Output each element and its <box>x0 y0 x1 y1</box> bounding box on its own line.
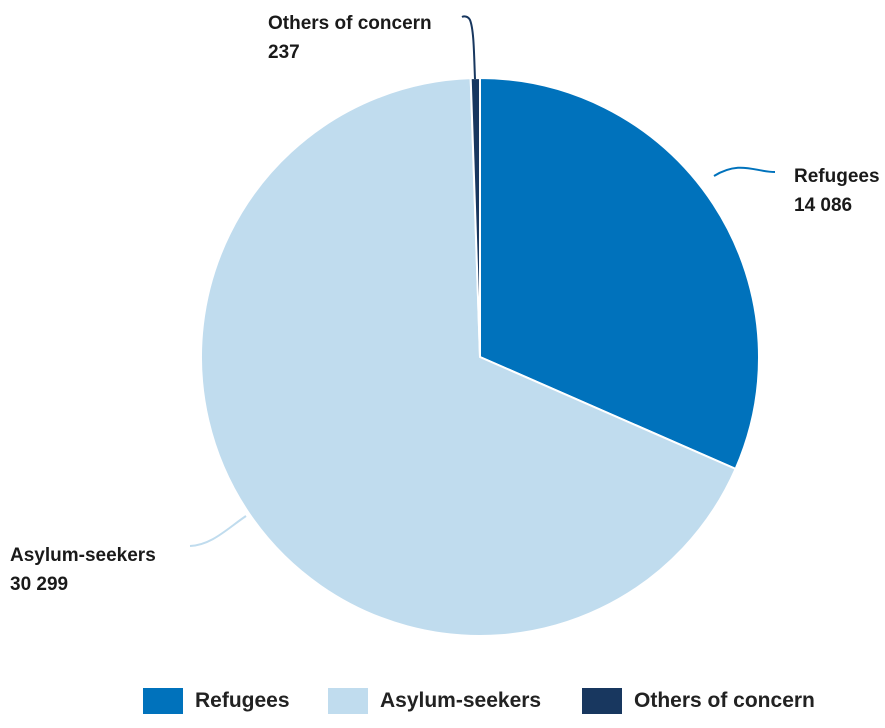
legend-item-others-of-concern: Others of concern <box>582 688 815 714</box>
legend-label-others-of-concern: Others of concern <box>634 689 815 712</box>
slice-label-others-value: 237 <box>268 42 300 63</box>
slice-label-others-of-concern: Others of concern 237 <box>268 13 432 63</box>
legend-item-asylum-seekers: Asylum-seekers <box>328 688 541 714</box>
chart-legend: Refugees Asylum-seekers Others of concer… <box>0 688 885 728</box>
legend-swatch-refugees <box>143 688 183 714</box>
slice-label-refugees-value: 14 086 <box>794 195 852 216</box>
legend-label-asylum-seekers: Asylum-seekers <box>380 689 542 712</box>
leader-line-refugees <box>713 166 776 177</box>
pie-slice-asylum-seekers <box>199 77 737 637</box>
pie-slice-refugees <box>479 76 760 471</box>
slice-label-asylum-seekers-name: Asylum-seekers <box>10 545 156 566</box>
legend-swatch-asylum-seekers <box>328 688 368 714</box>
slice-label-refugees: Refugees 14 086 <box>794 166 880 216</box>
legend-swatch-others-of-concern <box>582 688 622 714</box>
leader-lines <box>189 15 776 547</box>
slice-label-others-name: Others of concern <box>268 13 432 34</box>
slice-label-refugees-name: Refugees <box>794 166 880 187</box>
legend-item-refugees: Refugees <box>143 688 290 714</box>
leader-line-others-of-concern <box>461 15 476 80</box>
legend-label-refugees: Refugees <box>195 689 290 712</box>
leader-line-asylum-seekers <box>189 515 247 547</box>
pie-slices <box>199 76 760 637</box>
pie-chart: Refugees 14 086 Asylum-seekers 30 299 Ot… <box>10 13 880 637</box>
slice-label-asylum-seekers: Asylum-seekers 30 299 <box>10 545 156 595</box>
slice-label-asylum-seekers-value: 30 299 <box>10 574 68 595</box>
